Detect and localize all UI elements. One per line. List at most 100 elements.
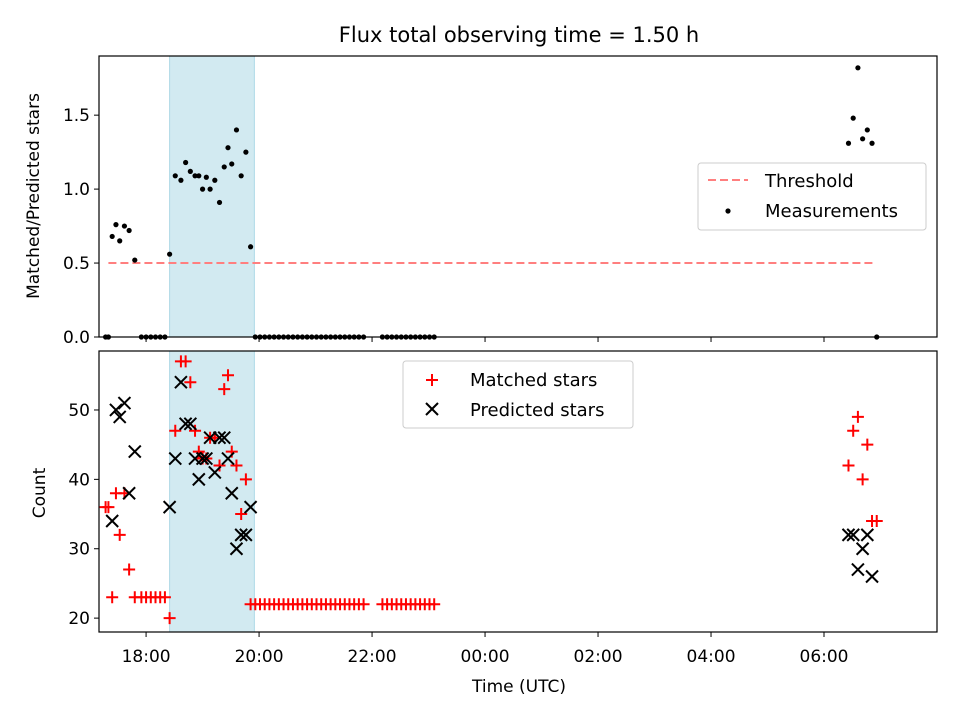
measurement-point: [196, 173, 202, 179]
predicted-star-point: [122, 486, 136, 500]
predicted-star-point: [105, 514, 119, 528]
predicted-star-point: [183, 417, 198, 431]
measurement-point: [864, 127, 870, 133]
measurement-point: [167, 251, 173, 257]
matched-star-point: [842, 459, 855, 472]
x-tick-label: 22:00: [348, 647, 397, 667]
predicted-star-point: [229, 542, 244, 556]
predicted-star-point: [192, 472, 206, 487]
legend-measurements-swatch: [725, 208, 731, 214]
x-axis-label: Time (UTC): [471, 677, 566, 697]
y-tick-label: 40: [68, 470, 90, 490]
x-tick-label: 04:00: [687, 647, 736, 667]
axes-frame: [98, 350, 938, 633]
legend-predicted-swatch: [425, 402, 439, 416]
measurement-point: [216, 199, 223, 206]
legend-matched-label: Matched stars: [470, 370, 597, 391]
x-tick-label: 18:00: [122, 647, 171, 667]
measurement-point: [121, 223, 128, 229]
predicted-star-point: [239, 528, 253, 542]
predicted-star-point: [203, 431, 217, 445]
legend-count: Matched stars Predicted stars: [402, 360, 634, 429]
predicted-star-point: [178, 417, 193, 431]
predicted-star-point: [128, 444, 142, 459]
y-tick-label: 1.0: [63, 180, 90, 200]
chart-title: Flux total observing time = 1.50 h: [339, 23, 699, 47]
predicted-star-point: [860, 528, 875, 542]
y-axis-label-ratio: Matched/Predicted stars: [24, 93, 44, 299]
matched-star-point: [221, 369, 234, 382]
matched-star-point: [218, 383, 231, 396]
predicted-star-point: [199, 451, 214, 466]
matched-star-point: [230, 459, 243, 472]
y-tick-label: 0.0: [63, 328, 90, 348]
measurement-point: [117, 238, 123, 244]
predicted-star-point: [225, 486, 239, 500]
measurement-point: [233, 127, 240, 133]
shaded-interval: [169, 350, 255, 633]
predicted-star-point: [865, 569, 879, 584]
measurement-point: [172, 173, 178, 179]
predicted-star-point: [195, 451, 210, 466]
y-tick-label: 50: [68, 401, 90, 421]
matched-star-point: [189, 424, 202, 437]
predicted-star-point: [168, 451, 182, 466]
measurement-point: [247, 244, 254, 250]
matched-star-point: [169, 424, 182, 437]
predicted-star-point: [212, 431, 227, 445]
predicted-star-point: [109, 403, 123, 417]
matched-star-point: [870, 514, 883, 527]
measurement-point: [203, 174, 209, 180]
matched-star-point: [123, 563, 136, 576]
predicted-star-point: [234, 528, 248, 542]
predicted-star-point: [851, 562, 865, 577]
legend-box: [697, 162, 927, 231]
predicted-star-point: [117, 396, 132, 410]
x-tick-label: 20:00: [235, 647, 284, 667]
measurement-point: [187, 168, 193, 174]
matched-star-point: [179, 355, 192, 368]
matched-star-point: [184, 376, 197, 389]
measurement-point: [225, 145, 231, 151]
shaded-interval: [169, 55, 255, 338]
ratio-panel: 0.0 0.5 1.0 1.5: [63, 55, 938, 348]
measurement-point: [183, 159, 189, 166]
matched-star-point: [106, 591, 119, 604]
legend-threshold-label: Threshold: [764, 171, 854, 192]
predicted-star-point: [208, 465, 222, 480]
predicted-star-point: [243, 500, 258, 514]
measurement-point: [855, 65, 861, 71]
measurement-point: [109, 233, 115, 240]
measurement-point: [132, 257, 138, 263]
measurement-point: [850, 115, 856, 121]
matched-star-point: [428, 598, 441, 611]
y-tick-label: 0.5: [63, 254, 90, 274]
y-tick-label: 1.5: [63, 106, 90, 126]
matched-star-point: [158, 591, 171, 604]
predicted-star-point: [221, 451, 235, 466]
predicted-star-point: [162, 500, 177, 514]
measurement-point: [869, 140, 875, 146]
matched-star-point: [851, 410, 864, 423]
measurement-point: [860, 136, 866, 142]
y-tick-label: 20: [68, 609, 90, 629]
matched-star-point: [235, 508, 248, 521]
measurement-point: [113, 222, 119, 228]
matched-star-point: [861, 438, 874, 451]
matched-star-point: [239, 473, 252, 486]
measurement-point: [192, 173, 198, 179]
matched-star-point: [847, 424, 860, 437]
legend-box: [402, 360, 634, 429]
legend-ratio: Threshold Measurements: [697, 162, 927, 231]
measurement-point: [207, 186, 213, 192]
y-tick-label: 30: [68, 540, 90, 560]
predicted-star-point: [841, 528, 856, 542]
measurement-point: [243, 149, 249, 155]
matched-star-point: [102, 501, 115, 514]
measurement-point: [126, 227, 132, 234]
predicted-star-point: [846, 528, 860, 542]
legend-measurements-label: Measurements: [765, 201, 898, 222]
matched-star-point: [856, 473, 869, 486]
matched-star-point: [213, 459, 226, 472]
